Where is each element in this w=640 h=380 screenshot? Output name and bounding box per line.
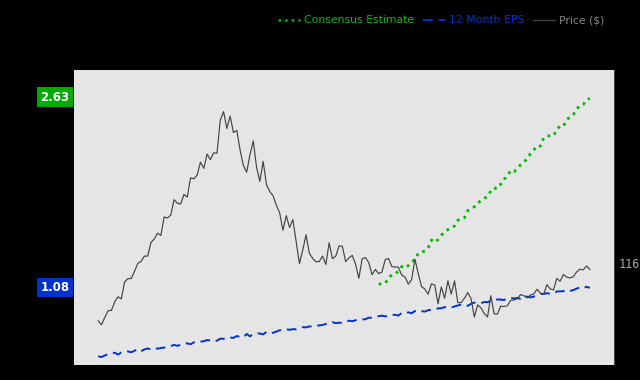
Legend: Consensus Estimate, 12 Month EPS, Price ($): Consensus Estimate, 12 Month EPS, Price … (274, 11, 609, 30)
Text: 1.08: 1.08 (40, 281, 69, 294)
Text: 2.63: 2.63 (40, 91, 69, 104)
